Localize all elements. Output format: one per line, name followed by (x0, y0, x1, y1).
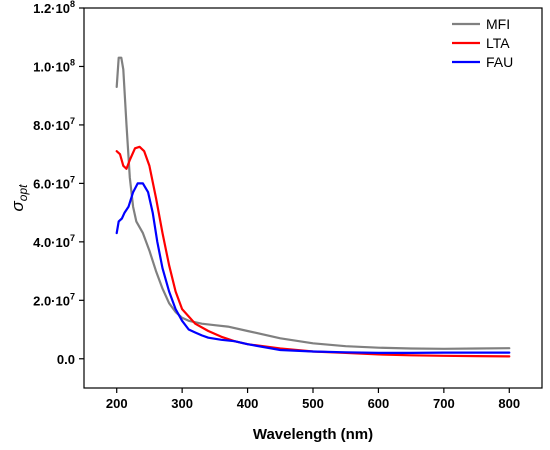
y-tick-label: 4.0·107 (33, 233, 75, 250)
x-tick-label: 700 (433, 396, 455, 411)
y-tick-label: 6.0·107 (33, 174, 75, 191)
series-layer (115, 56, 511, 358)
series-line-fau (115, 182, 511, 354)
series-line-mfi (115, 56, 511, 350)
x-tick-label: 300 (171, 396, 193, 411)
series-line-lta (115, 145, 511, 358)
y-tick-label: 1.2·108 (33, 0, 75, 16)
y-axis: 0.0 2.0·107 4.0·107 6.0·107 8.0·107 1.0·108 1.… (33, 0, 84, 367)
y-tick-label: 8.0·107 (33, 116, 75, 133)
y-tick-label: 1.0·108 (33, 57, 75, 74)
x-tick-label: 400 (237, 396, 259, 411)
x-axis-title: Wavelength (nm) (253, 426, 373, 443)
x-tick-label: 200 (106, 396, 128, 411)
x-tick-label: 500 (302, 396, 324, 411)
legend: MFI LTA FAU (452, 16, 513, 70)
y-axis-title: σopt (8, 184, 30, 212)
y-tick-label: 2.0·107 (33, 291, 75, 308)
x-axis: 200 300 400 500 600 700 800 (106, 388, 520, 411)
legend-label-mfi: MFI (486, 16, 510, 32)
plot-frame (83, 7, 543, 389)
x-tick-label: 600 (368, 396, 390, 411)
x-tick-label: 800 (498, 396, 520, 411)
legend-label-fau: FAU (486, 54, 513, 70)
y-tick-label: 0.0 (57, 352, 75, 367)
legend-label-lta: LTA (486, 35, 510, 51)
